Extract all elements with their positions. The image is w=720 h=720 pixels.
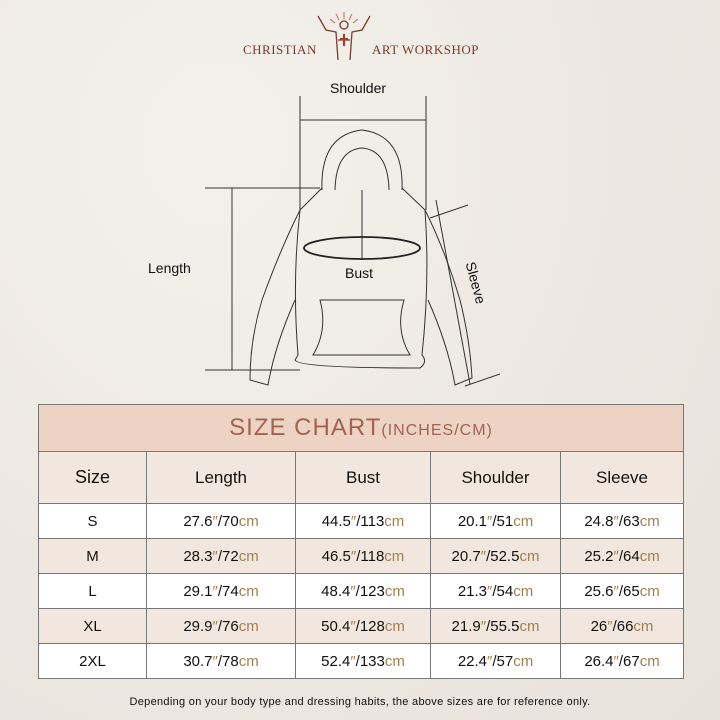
measure-cell: 24.8″/63cm (560, 503, 684, 539)
measure-cell: 22.4″/57cm (430, 643, 561, 679)
table-title: SIZE CHART(INCHES/CM) (38, 404, 684, 452)
measure-cell: 21.3″/54cm (430, 573, 561, 609)
brand-left: CHRISTIAN (243, 42, 317, 57)
brand-right: ART WORKSHOP (372, 42, 479, 57)
measure-cell: 25.6″/65cm (560, 573, 684, 609)
length-label: Length (148, 260, 191, 276)
hoodie-diagram (205, 96, 501, 387)
table-row: M 28.3″/72cm 46.5″/118cm 20.7″/52.5cm 25.2″/… (38, 538, 684, 574)
bust-label: Bust (345, 265, 374, 281)
size-cell: S (38, 503, 147, 539)
header-row: Size Length Bust Shoulder Sleeve (38, 451, 684, 504)
header-bust: Bust (295, 451, 431, 504)
measure-cell: 30.7″/78cm (146, 643, 296, 679)
measure-cell: 20.7″/52.5cm (430, 538, 561, 574)
measure-cell: 44.5″/113cm (295, 503, 431, 539)
table-row: XL 29.9″/76cm 50.4″/128cm 21.9″/55.5cm 26″/6… (38, 608, 684, 644)
size-cell: 2XL (38, 643, 147, 679)
pocket (312, 299, 411, 356)
christ-logo-icon (317, 12, 371, 61)
measure-cell: 46.5″/118cm (295, 538, 431, 574)
measure-cell: 29.1″/74cm (146, 573, 296, 609)
measure-cell: 52.4″/133cm (295, 643, 431, 679)
right-sleeve (424, 209, 473, 386)
left-sleeve (249, 209, 301, 386)
header-shoulder: Shoulder (430, 451, 561, 504)
header-sleeve: Sleeve (560, 451, 684, 504)
hood (321, 129, 403, 191)
measure-cell: 21.9″/55.5cm (430, 608, 561, 644)
measure-cell: 50.4″/128cm (295, 608, 431, 644)
header-length: Length (146, 451, 296, 504)
measure-cell: 29.9″/76cm (146, 608, 296, 644)
measure-cell: 27.6″/70cm (146, 503, 296, 539)
table-row: L 29.1″/74cm 48.4″/123cm 21.3″/54cm 25.6″/65… (38, 573, 684, 609)
measure-cell: 20.1″/51cm (430, 503, 561, 539)
size-cell: M (38, 538, 147, 574)
bust-line (303, 236, 421, 260)
header-size: Size (38, 451, 147, 504)
disclaimer-note: Depending on your body type and dressing… (129, 696, 591, 708)
shoulder-label: Shoulder (330, 80, 387, 96)
hoodie-body (294, 187, 428, 369)
measure-cell: 25.2″/64cm (560, 538, 684, 574)
measure-cell: 26.4″/67cm (560, 643, 684, 679)
size-cell: L (38, 573, 147, 609)
measure-cell: 28.3″/72cm (146, 538, 296, 574)
size-chart-table: SIZE CHART(INCHES/CM) Size Length Bust S… (38, 404, 684, 679)
measure-cell: 48.4″/123cm (295, 573, 431, 609)
table-row: S 27.6″/70cm 44.5″/113cm 20.1″/51cm 24.8″/63… (38, 503, 684, 539)
size-cell: XL (38, 608, 147, 644)
measure-cell: 26″/66cm (560, 608, 684, 644)
table-row: 2XL 30.7″/78cm 52.4″/133cm 22.4″/57cm 26.4″/… (38, 643, 684, 679)
